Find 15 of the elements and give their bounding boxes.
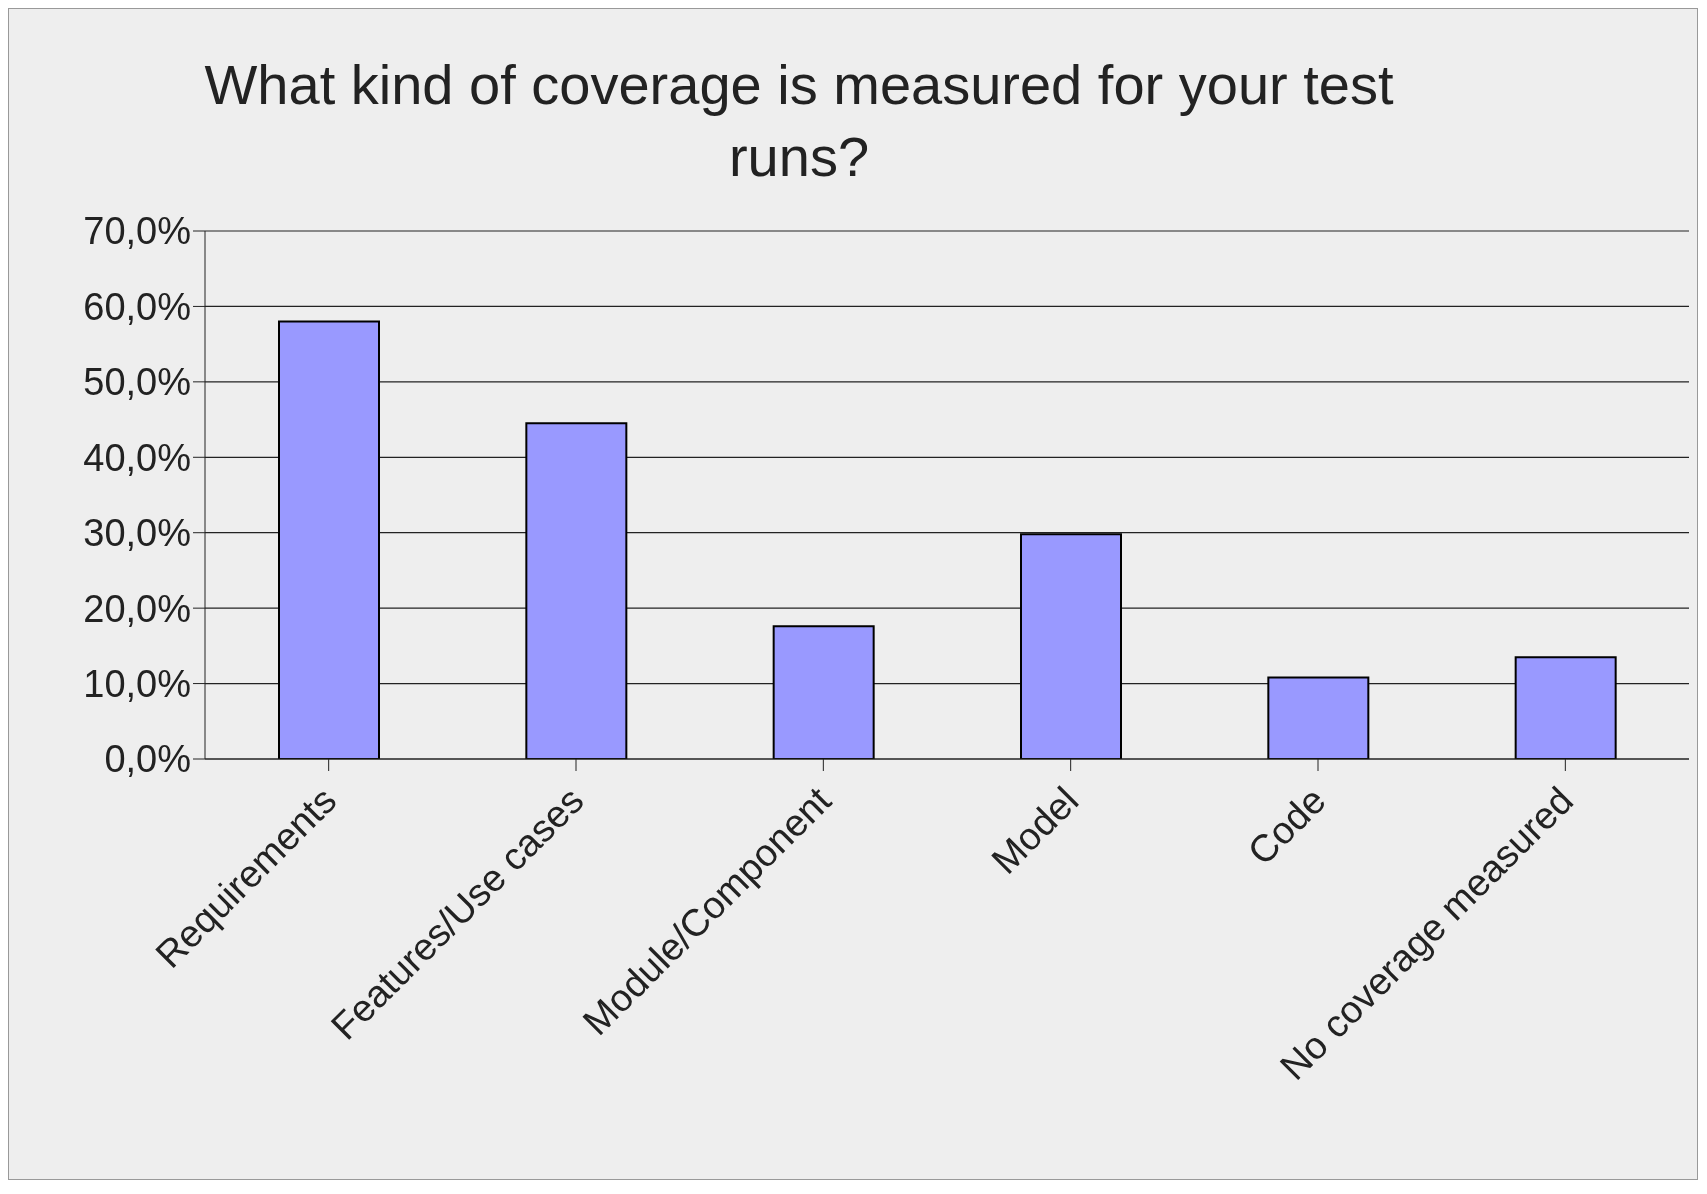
bar bbox=[1020, 533, 1122, 759]
y-tick-label: 70,0% bbox=[83, 210, 191, 253]
bar bbox=[1267, 676, 1370, 759]
y-tick-label: 30,0% bbox=[83, 512, 191, 555]
y-tick-label: 50,0% bbox=[83, 361, 191, 404]
y-tick-label: 10,0% bbox=[83, 663, 191, 706]
y-tick-label: 40,0% bbox=[83, 436, 191, 479]
bar bbox=[278, 320, 380, 759]
bar bbox=[525, 422, 628, 759]
y-tick-label: 0,0% bbox=[104, 738, 191, 781]
chart-title: What kind of coverage is measured for your test runs? bbox=[203, 52, 1395, 190]
bar bbox=[1514, 656, 1617, 759]
y-tick-label: 20,0% bbox=[83, 587, 191, 630]
bar bbox=[772, 625, 875, 759]
y-tick-label: 60,0% bbox=[83, 285, 191, 328]
